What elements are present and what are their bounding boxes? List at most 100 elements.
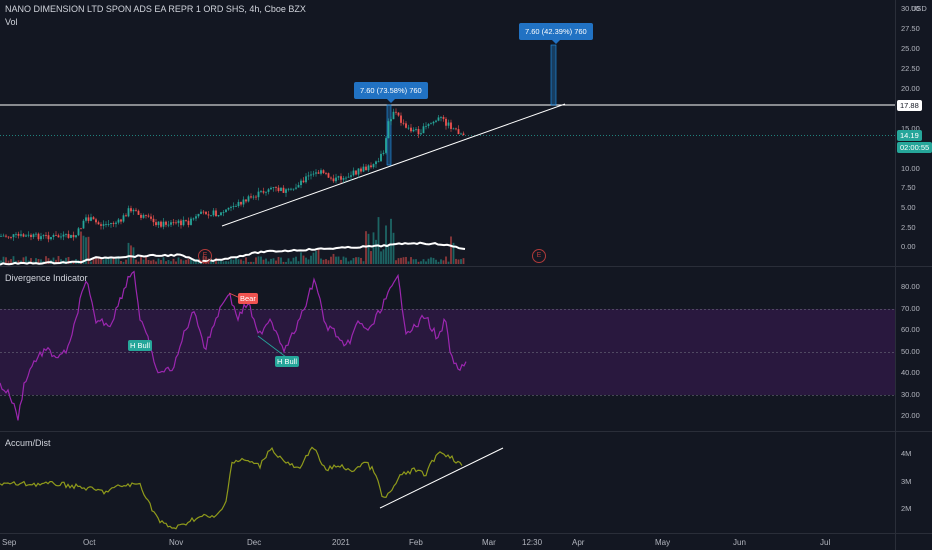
volume-bar — [282, 261, 285, 264]
indicator-axis-label: 80.00 — [901, 282, 920, 291]
volume-bar — [165, 261, 167, 264]
volume-bar — [132, 247, 135, 264]
volume-bar — [90, 261, 92, 264]
volume-bar — [330, 256, 332, 264]
candle-body — [270, 187, 272, 190]
volume-bar — [242, 260, 245, 264]
volume-bar — [240, 259, 242, 264]
volume-bar — [445, 256, 447, 264]
volume-bar — [175, 261, 177, 264]
candle-body — [135, 209, 137, 211]
volume-bar — [352, 258, 355, 264]
time-axis-label: Apr — [572, 538, 585, 547]
candle-body — [182, 219, 185, 226]
accum-axis-label: 3M — [901, 477, 912, 486]
candle-body — [77, 228, 80, 236]
candle-body — [362, 166, 365, 172]
candle-body — [332, 178, 335, 182]
volume-bar — [147, 259, 150, 264]
candle-body — [102, 224, 105, 226]
candle-body — [22, 234, 25, 237]
candle-body — [277, 187, 280, 192]
earnings-event-icon[interactable]: E — [532, 249, 546, 263]
volume-bar — [437, 261, 440, 264]
candle-body — [377, 161, 380, 163]
volume-bar — [400, 257, 402, 264]
volume-bar — [97, 256, 100, 264]
candle-body — [175, 222, 177, 224]
candlesticks[interactable] — [0, 108, 465, 243]
candle-body — [410, 127, 412, 132]
volume-bar — [305, 257, 307, 264]
volume-bar — [255, 257, 257, 264]
candle-body — [230, 206, 232, 208]
candle-body — [397, 112, 400, 116]
accum-trend-line[interactable] — [379, 447, 504, 509]
earnings-event-icon[interactable]: E — [198, 249, 212, 263]
accum-dist-name[interactable]: Accum/Dist — [5, 438, 51, 448]
volume-bar — [260, 256, 262, 264]
volume-bar — [280, 257, 282, 264]
candle-body — [400, 115, 402, 123]
volume-legend[interactable]: Vol — [5, 17, 18, 27]
volume-bar — [462, 258, 465, 264]
candle-body — [427, 124, 430, 126]
price-axis-label: 7.50 — [901, 183, 916, 192]
volume-bar — [190, 259, 192, 264]
accum-axis-label: 4M — [901, 449, 912, 458]
time-axis-label: 2021 — [332, 538, 350, 547]
volume-bar — [45, 256, 47, 264]
volume-bar — [412, 259, 415, 264]
volume-bar — [307, 259, 310, 264]
accum-axis-label: 2M — [901, 504, 912, 513]
candle-body — [132, 209, 135, 212]
volume-bar — [110, 258, 112, 264]
candle-body — [117, 219, 120, 223]
volume-bar — [367, 233, 370, 264]
volume-bar — [422, 259, 425, 264]
candle-body — [92, 217, 95, 220]
volume-bar — [415, 259, 417, 264]
candle-body — [90, 217, 92, 221]
volume-bar — [410, 257, 412, 264]
candle-body — [50, 237, 52, 240]
candle-body — [210, 215, 212, 217]
volume-bar — [390, 218, 392, 264]
candle-body — [312, 173, 315, 175]
volume-bar — [457, 259, 460, 264]
volume-bar — [425, 261, 427, 264]
time-axis-label: Mar — [482, 538, 496, 547]
volume-bar — [292, 257, 295, 264]
candle-body — [455, 128, 457, 130]
volume-bar — [275, 260, 277, 264]
volume-bar — [115, 257, 117, 264]
indicator-name[interactable]: Divergence Indicator — [5, 273, 88, 283]
volume-bar — [102, 259, 105, 264]
volume-bar — [172, 258, 175, 264]
candle-body — [335, 177, 337, 182]
volume-bar — [402, 257, 405, 264]
candle-body — [137, 210, 140, 215]
volume-bar — [270, 258, 272, 264]
candle-body — [295, 187, 297, 189]
volume-bar — [122, 261, 125, 264]
volume-bar — [372, 232, 375, 264]
measure-bar-second[interactable] — [550, 44, 557, 106]
time-axis-label: Sep — [2, 538, 17, 547]
candle-body — [155, 222, 157, 226]
volume-bar — [120, 260, 122, 264]
volume-bar — [160, 260, 162, 264]
volume-bar — [167, 259, 170, 264]
trend-line[interactable] — [221, 103, 566, 227]
time-axis-label: Dec — [247, 538, 262, 547]
candle-body — [322, 170, 325, 174]
price-axis-label: 30.00 — [901, 4, 920, 13]
volume-bar — [347, 261, 350, 264]
candle-body — [395, 111, 397, 113]
candle-body — [265, 191, 267, 193]
candle-body — [435, 120, 437, 122]
volume-bar — [22, 257, 25, 264]
volume-bar — [300, 252, 302, 264]
chart-title[interactable]: NANO DIMENSION LTD SPON ADS EA REPR 1 OR… — [5, 4, 306, 14]
